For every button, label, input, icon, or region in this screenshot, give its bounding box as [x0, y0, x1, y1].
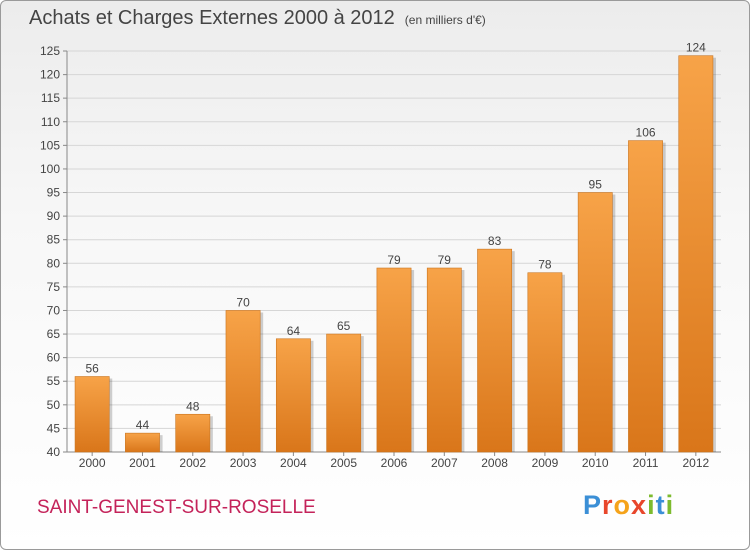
- y-tick-label: 50: [47, 398, 61, 412]
- bar: [477, 248, 513, 453]
- y-tick-label: 75: [47, 280, 61, 294]
- bar: [678, 55, 714, 453]
- bar: [628, 140, 663, 453]
- bar: [326, 333, 362, 453]
- labels: 40 45 50 55 60 65 70 75 80 85 90 95 100 105 110 115 120 1…: [40, 41, 710, 470]
- logo-letter: t: [655, 490, 666, 520]
- y-tick-label: 70: [47, 303, 61, 317]
- y-tick-label: 80: [47, 256, 61, 270]
- data-label: 124: [686, 41, 706, 55]
- bar: [527, 272, 563, 453]
- y-tick-label: 55: [47, 374, 61, 388]
- data-label: 65: [337, 319, 351, 333]
- bar: [275, 338, 311, 453]
- data-label: 70: [236, 295, 250, 309]
- proxiti-logo: Proxiti: [583, 490, 674, 521]
- data-label: 106: [636, 126, 656, 140]
- x-tick-label: 2011: [633, 456, 659, 470]
- y-tick-label: 95: [47, 186, 61, 200]
- bar: [376, 267, 412, 453]
- y-tick-label: 110: [41, 115, 60, 129]
- logo-letter: i: [665, 490, 675, 520]
- bar: [125, 432, 160, 453]
- x-tick-label: 2008: [481, 456, 508, 470]
- x-tick-label: 2001: [129, 456, 156, 470]
- x-tick-label: 2003: [230, 456, 257, 470]
- x-tick-label: 2007: [431, 456, 458, 470]
- data-label: 95: [589, 178, 603, 192]
- x-tick-label: 2004: [280, 456, 307, 470]
- logo-letter: i: [647, 490, 656, 520]
- y-tick-label: 65: [47, 327, 61, 341]
- y-tick-label: 115: [41, 91, 60, 105]
- y-tick-label: 105: [40, 138, 60, 152]
- y-tick-label: 100: [40, 162, 60, 176]
- y-tick-label: 45: [47, 421, 61, 435]
- logo-letter: P: [583, 490, 603, 520]
- data-label: 48: [186, 399, 200, 413]
- bar: [225, 310, 261, 453]
- y-tick-label: 85: [47, 233, 61, 247]
- x-tick-label: 2009: [532, 456, 559, 470]
- x-tick-label: 2005: [330, 456, 357, 470]
- y-tick-label: 120: [40, 68, 60, 82]
- data-label: 56: [85, 362, 99, 376]
- data-label: 78: [538, 258, 552, 272]
- x-tick-label: 2002: [179, 456, 206, 470]
- bars: [74, 55, 716, 453]
- bar: [74, 376, 110, 453]
- bar: [577, 192, 613, 453]
- data-label: 83: [488, 234, 502, 248]
- bar: [426, 267, 462, 453]
- chart-subtitle: (en milliers d'€): [404, 13, 486, 27]
- x-tick-label: 2006: [381, 456, 408, 470]
- data-label: 79: [387, 253, 401, 267]
- logo-letter: x: [631, 490, 648, 520]
- logo-letter: o: [613, 490, 632, 520]
- city-name: SAINT-GENEST-SUR-ROSELLE: [37, 497, 316, 518]
- bar: [175, 413, 211, 453]
- x-tick-label: 2010: [582, 456, 609, 470]
- x-tick-label: 2000: [79, 456, 106, 470]
- y-tick-label: 125: [40, 44, 60, 58]
- data-label: 64: [287, 324, 301, 338]
- chart-title: Achats et Charges Externes 2000 à 2012: [29, 7, 395, 29]
- y-tick-label: 60: [47, 351, 61, 365]
- y-tick-label: 90: [47, 209, 61, 223]
- data-label: 79: [438, 253, 452, 267]
- data-label: 44: [136, 418, 150, 432]
- chart-title-block: Achats et Charges Externes 2000 à 2012 (e…: [29, 7, 486, 30]
- x-tick-label: 2012: [682, 456, 709, 470]
- logo-letter: r: [602, 490, 614, 520]
- y-tick-label: 40: [47, 445, 61, 459]
